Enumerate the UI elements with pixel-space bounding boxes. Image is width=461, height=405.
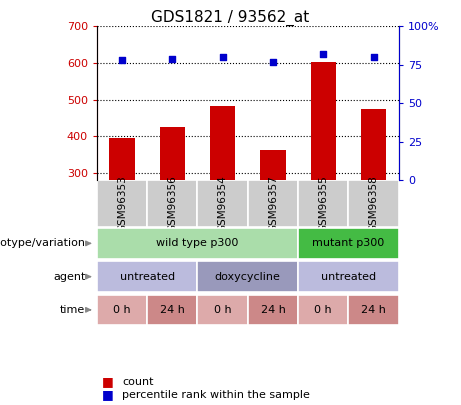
Text: 24 h: 24 h: [361, 305, 386, 315]
Bar: [248, 294, 298, 325]
Bar: [298, 228, 399, 259]
Text: 0 h: 0 h: [214, 305, 231, 315]
Text: wild type p300: wild type p300: [156, 239, 239, 248]
Text: GSM96358: GSM96358: [369, 175, 378, 232]
Point: [269, 58, 277, 65]
Text: percentile rank within the sample: percentile rank within the sample: [122, 390, 310, 400]
Text: GSM96353: GSM96353: [117, 175, 127, 232]
Text: time: time: [60, 305, 85, 315]
Text: GSM96354: GSM96354: [218, 175, 228, 232]
Text: 0 h: 0 h: [113, 305, 131, 315]
Text: 24 h: 24 h: [260, 305, 285, 315]
Bar: [311, 62, 336, 180]
Text: GSM96356: GSM96356: [167, 175, 177, 232]
Text: GSM96357: GSM96357: [268, 175, 278, 232]
Text: doxycycline: doxycycline: [215, 272, 281, 281]
Bar: [210, 106, 235, 180]
Text: 0 h: 0 h: [314, 305, 332, 315]
Bar: [349, 294, 399, 325]
Bar: [160, 127, 185, 180]
Bar: [349, 180, 399, 227]
Bar: [197, 294, 248, 325]
Bar: [147, 180, 197, 227]
Point: [219, 54, 226, 60]
Text: genotype/variation: genotype/variation: [0, 239, 85, 248]
Bar: [361, 109, 386, 180]
Bar: [97, 228, 298, 259]
Bar: [109, 138, 135, 180]
Text: 24 h: 24 h: [160, 305, 185, 315]
Bar: [298, 261, 399, 292]
Point: [118, 57, 126, 64]
Bar: [248, 180, 298, 227]
Bar: [147, 294, 197, 325]
Bar: [298, 294, 349, 325]
Bar: [197, 261, 298, 292]
Text: GDS1821 / 93562_at: GDS1821 / 93562_at: [151, 10, 310, 26]
Text: GSM96355: GSM96355: [318, 175, 328, 232]
Point: [319, 51, 327, 57]
Text: agent: agent: [53, 272, 85, 281]
Point: [370, 54, 377, 60]
Text: untreated: untreated: [321, 272, 376, 281]
Text: count: count: [122, 377, 154, 386]
Text: mutant p300: mutant p300: [312, 239, 384, 248]
Point: [169, 55, 176, 62]
Bar: [97, 180, 147, 227]
Text: ■: ■: [101, 388, 113, 401]
Text: untreated: untreated: [119, 272, 175, 281]
Bar: [260, 150, 285, 180]
Bar: [97, 261, 197, 292]
Text: ■: ■: [101, 375, 113, 388]
Bar: [298, 180, 349, 227]
Bar: [197, 180, 248, 227]
Bar: [97, 294, 147, 325]
